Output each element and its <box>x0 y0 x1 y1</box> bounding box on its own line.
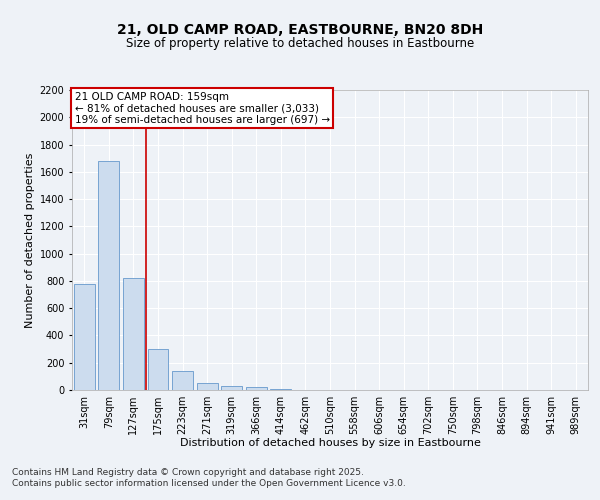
Bar <box>123 278 144 390</box>
Bar <box>271 389 292 390</box>
Bar <box>172 371 193 390</box>
Bar <box>221 386 242 390</box>
Text: 21, OLD CAMP ROAD, EASTBOURNE, BN20 8DH: 21, OLD CAMP ROAD, EASTBOURNE, BN20 8DH <box>117 22 483 36</box>
Text: 21 OLD CAMP ROAD: 159sqm
← 81% of detached houses are smaller (3,033)
19% of sem: 21 OLD CAMP ROAD: 159sqm ← 81% of detach… <box>74 92 330 124</box>
X-axis label: Distribution of detached houses by size in Eastbourne: Distribution of detached houses by size … <box>179 438 481 448</box>
Bar <box>98 161 119 390</box>
Text: Contains HM Land Registry data © Crown copyright and database right 2025.
Contai: Contains HM Land Registry data © Crown c… <box>12 468 406 487</box>
Y-axis label: Number of detached properties: Number of detached properties <box>25 152 35 328</box>
Bar <box>197 383 218 390</box>
Bar <box>246 388 267 390</box>
Bar <box>74 284 95 390</box>
Text: Size of property relative to detached houses in Eastbourne: Size of property relative to detached ho… <box>126 38 474 51</box>
Bar <box>148 349 169 390</box>
